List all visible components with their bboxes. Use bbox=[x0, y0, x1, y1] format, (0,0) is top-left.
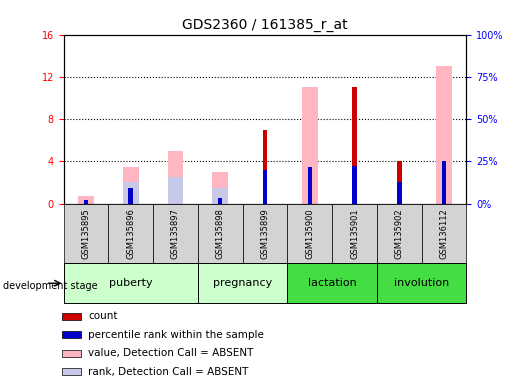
Text: GSM135900: GSM135900 bbox=[305, 208, 314, 258]
Text: GSM135899: GSM135899 bbox=[261, 208, 269, 259]
Bar bbox=[123, 182, 138, 204]
Bar bbox=[352, 166, 357, 204]
Text: GSM135901: GSM135901 bbox=[350, 208, 359, 258]
Bar bbox=[287, 204, 332, 263]
Bar bbox=[167, 177, 183, 204]
Bar bbox=[63, 368, 81, 375]
Bar bbox=[287, 263, 377, 303]
Text: GSM135897: GSM135897 bbox=[171, 208, 180, 259]
Bar bbox=[377, 204, 422, 263]
Bar bbox=[307, 167, 312, 204]
Bar bbox=[63, 350, 81, 357]
Text: involution: involution bbox=[394, 278, 449, 288]
Text: rank, Detection Call = ABSENT: rank, Detection Call = ABSENT bbox=[88, 367, 249, 377]
Text: GSM135895: GSM135895 bbox=[82, 208, 91, 259]
Text: GSM136112: GSM136112 bbox=[439, 208, 448, 259]
Bar bbox=[78, 196, 94, 204]
Bar bbox=[442, 161, 446, 204]
Bar bbox=[63, 331, 81, 338]
Bar bbox=[84, 200, 88, 204]
Title: GDS2360 / 161385_r_at: GDS2360 / 161385_r_at bbox=[182, 18, 348, 32]
Bar bbox=[167, 151, 183, 204]
Bar bbox=[422, 204, 466, 263]
Text: development stage: development stage bbox=[3, 281, 98, 291]
Text: percentile rank within the sample: percentile rank within the sample bbox=[88, 330, 264, 340]
Text: count: count bbox=[88, 311, 118, 321]
Bar bbox=[153, 204, 198, 263]
Bar bbox=[263, 170, 267, 204]
Bar bbox=[218, 198, 223, 204]
Text: GSM135896: GSM135896 bbox=[126, 208, 135, 259]
Bar bbox=[332, 204, 377, 263]
Bar bbox=[198, 204, 243, 263]
Bar bbox=[213, 172, 228, 204]
Text: puberty: puberty bbox=[109, 278, 153, 288]
Bar bbox=[108, 204, 153, 263]
Bar bbox=[263, 130, 267, 204]
Bar bbox=[198, 263, 287, 303]
Bar bbox=[436, 66, 452, 204]
Bar bbox=[397, 161, 402, 204]
Bar bbox=[64, 204, 108, 263]
Bar bbox=[128, 188, 133, 204]
Text: value, Detection Call = ABSENT: value, Detection Call = ABSENT bbox=[88, 348, 253, 358]
Text: GSM135898: GSM135898 bbox=[216, 208, 225, 259]
Bar bbox=[397, 182, 402, 204]
Text: GSM135902: GSM135902 bbox=[395, 208, 404, 258]
Bar bbox=[377, 263, 466, 303]
Bar bbox=[213, 188, 228, 204]
Bar bbox=[64, 263, 198, 303]
Bar bbox=[243, 204, 287, 263]
Bar bbox=[352, 88, 357, 204]
Text: lactation: lactation bbox=[308, 278, 357, 288]
Bar bbox=[302, 88, 317, 204]
Bar bbox=[63, 313, 81, 320]
Bar bbox=[123, 167, 138, 204]
Text: pregnancy: pregnancy bbox=[213, 278, 272, 288]
